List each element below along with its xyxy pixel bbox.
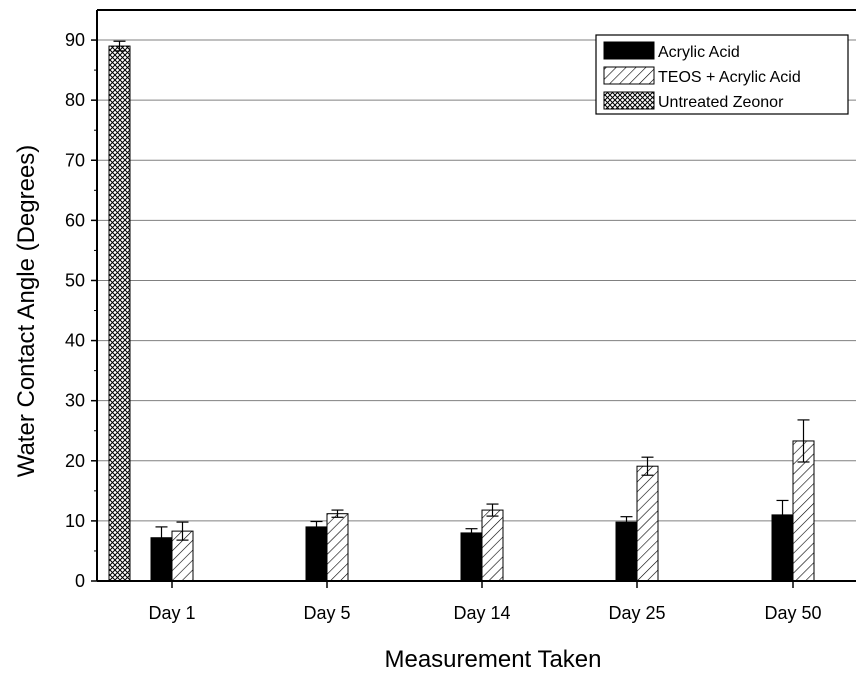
bar-teos-acrylic-acid-3: [636, 465, 659, 582]
bar-acrylic-acid-1: [305, 526, 328, 582]
bar-acrylic-acid-3: [615, 521, 638, 582]
x-tick-label: Day 14: [453, 603, 510, 623]
x-tick-label: Day 50: [764, 603, 821, 623]
legend-item-teos-acrylic-acid: TEOS + Acrylic Acid: [603, 66, 801, 86]
y-tick-label: 80: [65, 90, 85, 110]
y-tick-label: 20: [65, 451, 85, 471]
legend-swatch-untreated-zeonor: [603, 91, 655, 110]
x-tick-label: Day 5: [303, 603, 350, 623]
gridlines: [97, 39, 856, 522]
bars: [108, 40, 815, 582]
bar-untreated-zeonor-0: [108, 45, 131, 582]
bar-teos-acrylic-acid-1: [326, 513, 349, 582]
axes: 0 10 20 30 40 50 60 70 80 90 Day 1 Day 5 Day 14 Day 2…: [65, 9, 856, 623]
y-tick-label: 50: [65, 270, 85, 290]
legend-item-untreated-zeonor: Untreated Zeonor: [603, 91, 784, 111]
y-axis-title: Water Contact Angle (Degrees): [13, 145, 40, 478]
y-tick-label: 60: [65, 210, 85, 230]
x-tick-label: Day 1: [148, 603, 195, 623]
y-tick-label: 40: [65, 331, 85, 351]
y-tick-label: 30: [65, 391, 85, 411]
legend-item-acrylic-acid: Acrylic Acid: [603, 41, 740, 61]
y-tick-label: 0: [75, 571, 85, 591]
legend-label-untreated-zeonor: Untreated Zeonor: [658, 94, 784, 111]
legend-label-acrylic-acid: Acrylic Acid: [658, 44, 740, 61]
y-tick-label: 10: [65, 511, 85, 531]
x-axis-title: Measurement Taken: [384, 646, 601, 673]
bar-acrylic-acid-2: [460, 532, 483, 582]
x-tick-label: Day 25: [608, 603, 665, 623]
y-tick-label: 90: [65, 30, 85, 50]
bar-teos-acrylic-acid-2: [481, 509, 504, 582]
y-tick-label: 70: [65, 150, 85, 170]
legend-label-teos-acrylic-acid: TEOS + Acrylic Acid: [658, 69, 801, 86]
legend-swatch-teos-acrylic-acid: [603, 66, 655, 85]
legend: Acrylic Acid TEOS + Acrylic Acid Untreat…: [595, 34, 849, 115]
legend-swatch-acrylic-acid: [603, 41, 655, 60]
